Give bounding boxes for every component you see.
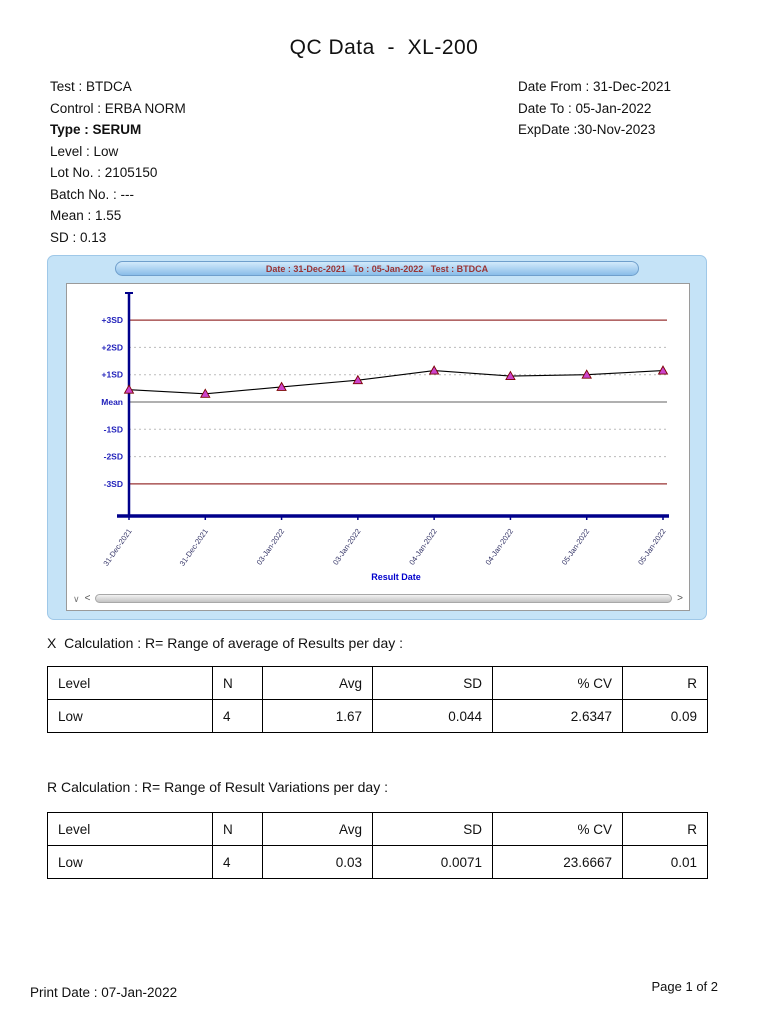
info-type: Type : SERUM [50,122,142,137]
info-mean: Mean : 1.55 [50,208,122,223]
svg-text:03-Jan-2022: 03-Jan-2022 [331,527,363,567]
svg-text:Mean: Mean [101,397,123,407]
date-info-block: Date From : 31-Dec-2021 Date To : 05-Jan… [518,76,671,141]
x-header-avg: Avg [262,666,373,700]
r-calculation-caption: R Calculation : R= Range of Result Varia… [47,779,388,795]
r-header-cv: % CV [492,812,623,846]
info-batch-no: Batch No. : --- [50,186,135,202]
scroll-left-icon[interactable]: < [84,592,91,604]
info-lot-no: Lot No. : 2105150 [50,165,158,180]
x-cell-avg: 1.67 [262,699,373,733]
scroll-right-icon[interactable]: > [677,592,683,604]
x-header-n: N [212,666,263,700]
info-control: Control : ERBA NORM [50,100,186,116]
svg-text:04-Jan-2022: 04-Jan-2022 [484,527,516,567]
r-header-avg: Avg [262,812,373,846]
x-calculation-table: Level N Avg SD % CV R Low 4 1.67 0.044 2… [47,666,708,733]
r-cell-level: Low [47,845,213,879]
r-header-n: N [212,812,263,846]
x-cell-level: Low [47,699,213,733]
r-header-sd: SD [372,812,493,846]
page-number: Page 1 of 2 [651,979,719,994]
r-header-level: Level [47,812,213,846]
levey-jennings-chart: +3SD +2SD +1SD Mean -1SD -2SD -3SD 31-Dec-2021 3… [101,292,669,582]
svg-text:31-Dec-2021: 31-Dec-2021 [178,527,210,568]
info-test: Test : BTDCA [50,79,132,94]
svg-text:05-Jan-2022: 05-Jan-2022 [560,527,592,567]
info-date-from: Date From : 31-Dec-2021 [518,79,672,94]
svg-text:04-Jan-2022: 04-Jan-2022 [407,527,439,567]
svg-text:Result Date: Result Date [371,572,421,582]
scrollbar-corner-icon: ∨ [73,593,80,604]
qc-chart-panel: Date : 31-Dec-2021 To : 05-Jan-2022 Test… [47,255,707,620]
x-header-cv: % CV [492,666,623,700]
svg-text:+1SD: +1SD [102,370,124,380]
svg-text:03-Jan-2022: 03-Jan-2022 [255,527,287,567]
r-header-r: R [622,812,708,846]
svg-text:-2SD: -2SD [104,452,123,462]
x-cell-r: 0.09 [622,699,708,733]
svg-text:+2SD: +2SD [102,342,124,352]
r-cell-sd: 0.0071 [372,845,493,879]
svg-text:-1SD: -1SD [104,424,123,434]
x-header-level: Level [47,666,213,700]
x-header-sd: SD [372,666,493,700]
page-title: QC Data - XL-200 [289,36,479,59]
x-header-r: R [622,666,708,700]
r-cell-r: 0.01 [622,845,708,879]
svg-text:05-Jan-2022: 05-Jan-2022 [636,527,668,567]
x-cell-cv: 2.6347 [492,699,623,733]
info-level: Level : Low [50,143,119,159]
info-exp-date: ExpDate :30-Nov-2023 [518,122,656,137]
test-info-block: Test : BTDCA Control : ERBA NORM Type : … [50,76,186,248]
r-cell-avg: 0.03 [262,845,373,879]
r-cell-cv: 23.6667 [492,845,623,879]
svg-text:31-Dec-2021: 31-Dec-2021 [101,527,133,568]
r-cell-n: 4 [212,845,263,879]
svg-text:+3SD: +3SD [102,315,124,325]
scrollbar-track[interactable] [95,594,673,603]
x-calculation-caption: X Calculation : R= Range of average of R… [47,635,404,651]
r-calculation-table: Level N Avg SD % CV R Low 4 0.03 0.0071 … [47,812,708,879]
info-date-to: Date To : 05-Jan-2022 [518,100,652,116]
r-table-header-row: Level N Avg SD % CV R [47,812,708,846]
r-table-data-row: Low 4 0.03 0.0071 23.6667 0.01 [47,845,708,879]
info-sd: SD : 0.13 [50,229,107,245]
x-cell-sd: 0.044 [372,699,493,733]
x-table-header-row: Level N Avg SD % CV R [47,666,708,700]
chart-title-bar: Date : 31-Dec-2021 To : 05-Jan-2022 Test… [115,261,639,276]
svg-text:-3SD: -3SD [104,479,123,489]
x-cell-n: 4 [212,699,263,733]
chart-scrollbar[interactable]: ∨ < > [73,592,683,605]
chart-plot-area: +3SD +2SD +1SD Mean -1SD -2SD -3SD 31-Dec-2021 3… [66,283,690,611]
x-table-data-row: Low 4 1.67 0.044 2.6347 0.09 [47,699,708,733]
print-date: Print Date : 07-Jan-2022 [30,985,178,1000]
